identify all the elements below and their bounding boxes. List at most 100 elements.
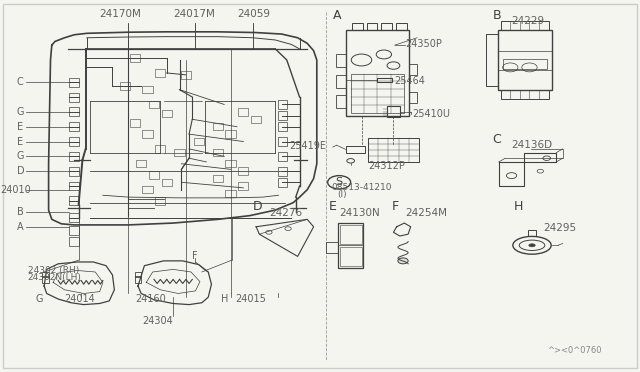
Text: 24312P: 24312P (368, 161, 404, 171)
Text: H: H (513, 200, 523, 213)
Bar (69, 167, 79, 176)
Text: H: H (221, 294, 228, 304)
Text: 24010: 24010 (1, 185, 31, 195)
Bar (378, 78, 392, 82)
Text: B: B (17, 207, 24, 217)
Text: 24295: 24295 (543, 222, 577, 232)
Bar (326, 241, 338, 253)
Bar (368, 138, 419, 162)
Bar (352, 23, 363, 31)
Bar (69, 122, 79, 131)
Bar (238, 167, 248, 175)
Text: E: E (17, 122, 23, 132)
Bar (225, 131, 236, 138)
Bar (278, 152, 287, 161)
Text: 25419E: 25419E (289, 141, 326, 151)
Bar (225, 190, 236, 197)
Bar (143, 86, 153, 93)
Bar (42, 276, 49, 283)
Text: 24304: 24304 (143, 315, 173, 326)
Text: 24015: 24015 (236, 294, 267, 304)
Bar (336, 75, 346, 88)
Bar (135, 272, 141, 277)
Bar (340, 225, 362, 244)
Text: A: A (17, 222, 23, 232)
Text: G: G (36, 294, 44, 304)
Bar (149, 101, 159, 108)
Text: ^><0^0760: ^><0^0760 (547, 346, 601, 355)
Ellipse shape (398, 258, 408, 264)
Bar (69, 78, 79, 87)
Text: D: D (17, 166, 24, 176)
Bar (69, 226, 79, 235)
Bar (238, 108, 248, 116)
Bar (174, 149, 184, 156)
Bar (156, 69, 166, 77)
Bar (500, 90, 548, 99)
Ellipse shape (529, 244, 535, 247)
Text: G: G (17, 107, 24, 117)
Bar (486, 34, 497, 86)
Text: 24302 (RH): 24302 (RH) (28, 266, 79, 275)
Bar (346, 146, 365, 153)
Bar (212, 149, 223, 156)
Bar (410, 92, 417, 103)
Bar (278, 100, 287, 109)
Bar (500, 21, 548, 31)
Bar (69, 108, 79, 116)
Text: A: A (333, 9, 341, 22)
Bar (180, 71, 191, 78)
Text: E: E (17, 137, 23, 147)
Text: F: F (392, 200, 399, 213)
Bar (410, 64, 417, 75)
Bar (69, 93, 79, 102)
Bar (162, 179, 172, 186)
Text: (I): (I) (337, 190, 347, 199)
Bar (69, 196, 79, 205)
Bar (338, 223, 364, 267)
Bar (42, 272, 49, 277)
Bar (340, 247, 362, 266)
Text: 24130N: 24130N (339, 208, 380, 218)
Bar (135, 276, 141, 283)
Bar (143, 186, 153, 193)
Text: 25410U: 25410U (413, 109, 451, 119)
Bar (278, 178, 287, 187)
Bar (278, 122, 287, 131)
Bar (143, 131, 153, 138)
Bar (238, 182, 248, 190)
Text: 25464: 25464 (395, 76, 426, 86)
Bar (346, 31, 410, 116)
Text: 24229: 24229 (511, 16, 545, 26)
Text: 24059: 24059 (237, 9, 270, 19)
Bar (381, 23, 392, 31)
Bar (278, 111, 287, 120)
Text: 24136D: 24136D (511, 140, 553, 150)
Bar (502, 58, 547, 69)
Bar (156, 197, 166, 205)
Bar (162, 110, 172, 118)
Text: 24017M: 24017M (173, 9, 215, 19)
Bar (69, 182, 79, 190)
Text: 24160: 24160 (135, 294, 166, 304)
Text: B: B (492, 9, 501, 22)
Text: F: F (192, 251, 198, 262)
Text: D: D (253, 200, 262, 213)
Bar (156, 145, 166, 153)
Bar (69, 213, 79, 222)
Text: E: E (328, 200, 336, 213)
Bar (225, 160, 236, 167)
Bar (278, 167, 287, 176)
Bar (527, 231, 536, 236)
Text: 24014: 24014 (65, 294, 95, 304)
Bar (336, 95, 346, 108)
Bar (278, 137, 287, 146)
Bar (136, 160, 147, 167)
Bar (120, 82, 131, 90)
Bar (497, 31, 552, 90)
Bar (130, 54, 140, 62)
Bar (130, 119, 140, 127)
Bar (351, 74, 404, 113)
Text: C: C (17, 77, 24, 87)
Bar (212, 175, 223, 182)
